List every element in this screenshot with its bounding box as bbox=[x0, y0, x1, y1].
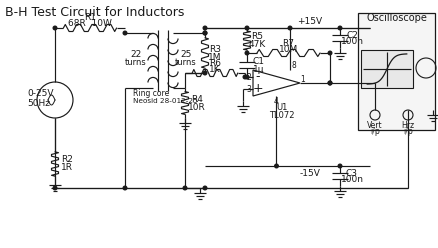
Text: Neosid 28-012-25: Neosid 28-012-25 bbox=[133, 98, 197, 104]
Text: 1: 1 bbox=[300, 75, 305, 85]
Circle shape bbox=[203, 31, 206, 35]
Circle shape bbox=[123, 31, 127, 35]
Circle shape bbox=[337, 164, 341, 168]
Polygon shape bbox=[357, 13, 434, 130]
Text: Hrz: Hrz bbox=[400, 121, 413, 129]
Circle shape bbox=[328, 81, 331, 85]
Text: 1μ: 1μ bbox=[253, 65, 264, 74]
Circle shape bbox=[183, 186, 187, 190]
Text: 10R: 10R bbox=[188, 102, 205, 112]
Circle shape bbox=[53, 186, 57, 190]
Text: turns: turns bbox=[175, 58, 196, 67]
Text: Oscilloscope: Oscilloscope bbox=[365, 13, 426, 23]
Text: i/p: i/p bbox=[369, 126, 379, 135]
Text: 100n: 100n bbox=[340, 175, 363, 184]
Text: 1M: 1M bbox=[208, 53, 221, 62]
Circle shape bbox=[245, 51, 248, 55]
Circle shape bbox=[245, 75, 248, 79]
Text: R4: R4 bbox=[191, 94, 202, 103]
Circle shape bbox=[203, 26, 206, 30]
Text: 2: 2 bbox=[246, 72, 251, 82]
Text: U1: U1 bbox=[275, 103, 286, 113]
Text: B-H Test Circuit for Inductors: B-H Test Circuit for Inductors bbox=[5, 6, 184, 19]
Text: R6: R6 bbox=[208, 60, 220, 68]
Text: +15V: +15V bbox=[297, 17, 322, 26]
Text: R7: R7 bbox=[282, 39, 294, 49]
Text: 4: 4 bbox=[273, 96, 278, 105]
Text: 3: 3 bbox=[246, 85, 251, 93]
Text: -15V: -15V bbox=[299, 169, 320, 179]
Circle shape bbox=[53, 26, 57, 30]
Text: 25: 25 bbox=[180, 50, 191, 59]
Circle shape bbox=[337, 26, 341, 30]
Text: C1: C1 bbox=[252, 58, 265, 66]
Text: Ring core: Ring core bbox=[133, 90, 169, 98]
Text: 8: 8 bbox=[291, 62, 296, 70]
Text: TL072: TL072 bbox=[268, 111, 293, 120]
Text: -: - bbox=[255, 70, 260, 84]
Circle shape bbox=[274, 164, 278, 168]
Text: 50Hz: 50Hz bbox=[27, 99, 50, 109]
Text: i/p: i/p bbox=[402, 126, 412, 135]
Circle shape bbox=[328, 51, 331, 55]
Circle shape bbox=[123, 186, 127, 190]
Text: R1: R1 bbox=[84, 13, 96, 23]
Text: 100n: 100n bbox=[340, 36, 363, 45]
Circle shape bbox=[245, 26, 248, 30]
Circle shape bbox=[243, 75, 246, 79]
Text: C2: C2 bbox=[345, 31, 357, 39]
Text: C3: C3 bbox=[345, 168, 357, 178]
Text: 10M: 10M bbox=[278, 45, 297, 55]
Text: 0-25V: 0-25V bbox=[27, 89, 53, 97]
Text: 1R: 1R bbox=[61, 163, 73, 173]
Circle shape bbox=[287, 26, 291, 30]
Text: turns: turns bbox=[125, 58, 147, 67]
Text: 68R  10W: 68R 10W bbox=[68, 20, 112, 29]
Text: R2: R2 bbox=[61, 155, 73, 164]
Polygon shape bbox=[360, 50, 412, 88]
Text: Vert: Vert bbox=[366, 121, 382, 129]
Circle shape bbox=[328, 81, 331, 85]
Text: 47K: 47K bbox=[248, 40, 265, 49]
Circle shape bbox=[203, 71, 206, 75]
Text: R3: R3 bbox=[208, 44, 220, 54]
Circle shape bbox=[203, 31, 206, 35]
Circle shape bbox=[203, 186, 206, 190]
Text: +: + bbox=[252, 83, 263, 95]
Text: 1K: 1K bbox=[209, 65, 220, 74]
Text: 22: 22 bbox=[130, 50, 141, 59]
Text: R5: R5 bbox=[251, 32, 262, 41]
